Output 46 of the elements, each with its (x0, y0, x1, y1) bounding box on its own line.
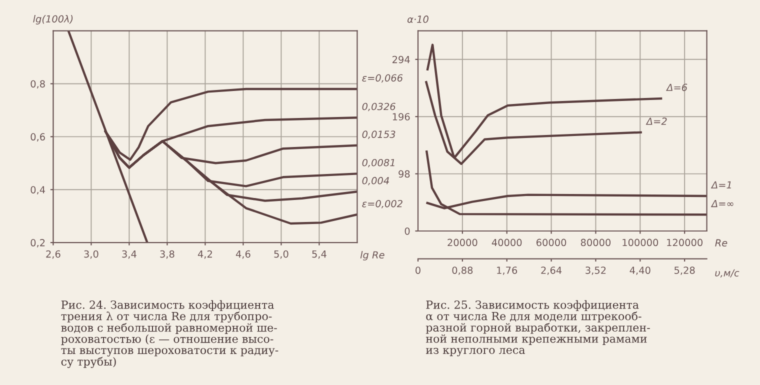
x-tick-label: 4,2 (198, 250, 212, 259)
x-tick-label: 80000 (580, 238, 611, 246)
x2-tick-label: 0,88 (452, 266, 473, 275)
x2-tick-label: 3,52 (586, 266, 606, 275)
x2-tick-label: 5,28 (674, 266, 695, 275)
x-tick-label: 4,6 (236, 250, 250, 259)
series-label: Δ=2 (646, 118, 667, 125)
text: Рис. 25. Зависимость коэффициента α от числа Re для модели штрекооб- разной горной выработки, закреплен- ной неполными крепежными рамами из круглого леса (426, 300, 650, 356)
y-tick-label: 196 (392, 113, 410, 120)
x-tick-label: 100000 (622, 238, 658, 246)
x-tick-label: 5,4 (312, 250, 326, 259)
y-tick-label: 294 (392, 56, 410, 64)
series-label: ε=0,002 (362, 200, 402, 208)
x2-tick-label: 4,40 (630, 266, 650, 275)
x-tick-label: 3,4 (122, 250, 136, 259)
x2-tick-label: 0 (416, 266, 420, 274)
x2-tick-label: 2,64 (541, 266, 562, 275)
y-axis-title: α·10 (408, 16, 428, 23)
series-label: 0,0326 (362, 102, 396, 112)
y-tick-label: 0,6 (30, 133, 45, 142)
text: Рис. 24. Зависимость коэффициента трения λ от числа Re для трубопро- водов с небольшой равномерной ше- роховатостью (ε — отношение высо- ты выступов шероховатости к радиу- су трубы) (61, 300, 278, 368)
y-axis-title: lg(100λ) (33, 15, 73, 24)
series-label: 0,0153 (362, 130, 396, 139)
x-tick-label: 3,8 (160, 250, 174, 259)
x-tick-label: 3,0 (84, 250, 98, 259)
y-tick-label: 0 (404, 227, 410, 235)
x-tick-label: 5,0 (274, 250, 288, 259)
series-label: 0,0081 (362, 158, 394, 168)
x-tick-label: 2,6 (46, 250, 60, 259)
series-label: ε=0,066 (362, 74, 403, 83)
x-tick-label: 40000 (492, 238, 522, 246)
x2-axis-title: υ,м/с (715, 269, 740, 278)
series-label: Δ=∞ (710, 200, 734, 208)
x-tick-label: 60000 (536, 238, 566, 246)
series-label: Δ=1 (710, 181, 731, 188)
series-label: Δ=6 (666, 84, 688, 92)
x-axis-title: Re (715, 239, 728, 247)
x-tick-label: 20000 (448, 238, 478, 246)
x-axis-title: lg Re (360, 251, 384, 260)
x-tick-label: 120000 (667, 238, 702, 246)
y-tick-label: 0,8 (30, 80, 45, 89)
series-label: 0,004 (362, 176, 389, 186)
y-tick-label: 98 (398, 170, 410, 178)
x2-tick-label: 1,76 (497, 266, 518, 275)
y-tick-label: 0,4 (30, 186, 46, 194)
y-tick-label: 0,2 (30, 239, 45, 248)
